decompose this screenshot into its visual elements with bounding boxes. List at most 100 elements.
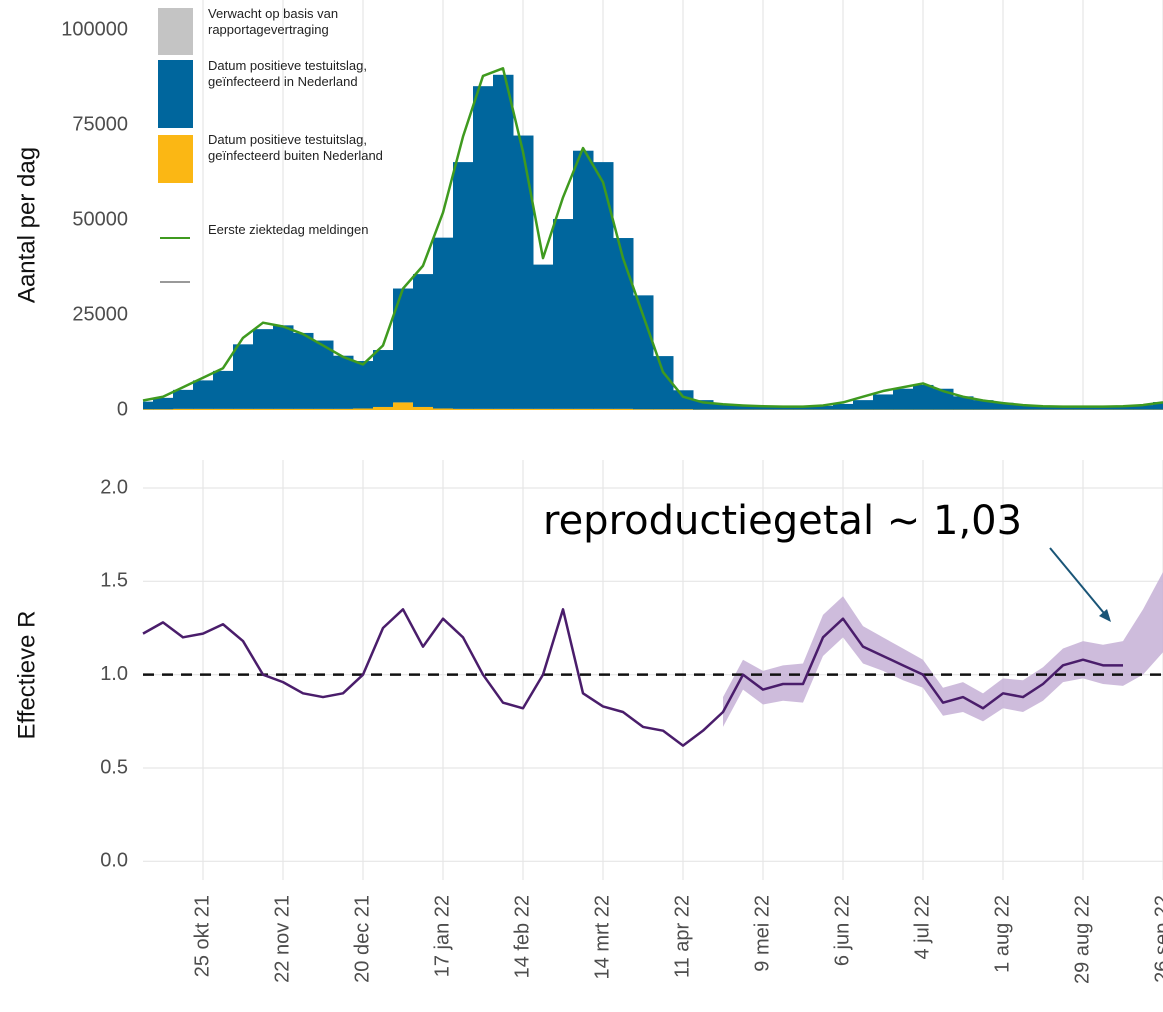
bar	[273, 408, 294, 410]
bar	[473, 86, 494, 409]
bar	[353, 361, 374, 409]
bar	[573, 408, 594, 410]
bar	[1073, 406, 1094, 410]
bar	[333, 408, 354, 410]
bar	[833, 403, 854, 410]
bar	[273, 325, 294, 409]
bar	[433, 237, 454, 409]
bar	[873, 394, 894, 410]
confidence-band	[723, 572, 1163, 727]
x-tick-label: 29 aug 22	[1071, 895, 1093, 984]
bar	[253, 408, 274, 410]
y-tick-label: 0	[117, 398, 128, 420]
legend-label: Eerste ziektedag meldingen	[208, 222, 369, 237]
bar	[153, 409, 174, 410]
bar	[1093, 406, 1114, 410]
bar	[313, 408, 334, 410]
bar	[653, 409, 674, 410]
bar	[953, 396, 974, 410]
legend-key	[158, 60, 193, 128]
bar	[633, 295, 654, 410]
bar	[513, 135, 534, 409]
bar	[253, 329, 274, 409]
bar	[1033, 405, 1054, 410]
x-tick-label: 14 mrt 22	[591, 895, 613, 979]
bar	[673, 409, 694, 410]
bar	[853, 400, 874, 410]
legend-label: Datum positieve testuitslag, geïnfecteer…	[208, 58, 367, 89]
x-tick-label: 6 jun 22	[831, 895, 853, 966]
bar	[973, 400, 994, 410]
bar	[313, 340, 334, 409]
y-axis-title: Effectieve R	[13, 611, 40, 740]
legend-key	[158, 135, 193, 183]
bar	[933, 388, 954, 410]
bar	[573, 150, 594, 409]
legend-key	[158, 8, 193, 55]
bar	[713, 403, 734, 410]
bar	[373, 406, 394, 410]
bar	[513, 408, 534, 410]
bar	[773, 406, 794, 410]
bar	[633, 409, 654, 410]
bar	[493, 408, 514, 410]
bar	[733, 405, 754, 410]
bar	[453, 408, 474, 410]
y-axis-title: Aantal per dag	[13, 147, 40, 303]
bar	[233, 344, 254, 409]
bar	[373, 350, 394, 407]
bar	[693, 400, 714, 410]
bar	[533, 408, 554, 410]
bar	[413, 406, 434, 410]
bar	[653, 356, 674, 410]
bar	[173, 389, 194, 409]
x-tick-label: 20 dec 21	[351, 895, 373, 983]
y-tick-label: 25000	[72, 303, 128, 325]
y-tick-label: 0.5	[100, 756, 128, 778]
bar	[493, 74, 514, 409]
bar	[1013, 404, 1034, 410]
x-tick-label: 4 jul 22	[911, 895, 933, 960]
bar	[353, 408, 374, 410]
y-tick-label: 1.5	[100, 570, 128, 592]
bar	[393, 402, 414, 410]
bar	[613, 238, 634, 409]
x-tick-label: 25 okt 21	[191, 895, 213, 977]
x-tick-label: 1 aug 22	[991, 895, 1013, 973]
y-tick-label: 1.0	[100, 663, 128, 685]
x-tick-label: 17 jan 22	[431, 895, 453, 977]
bar	[813, 405, 834, 410]
y-tick-label: 75000	[72, 114, 128, 136]
bar	[593, 162, 614, 409]
line	[142, 608, 1123, 747]
bar	[293, 408, 314, 410]
bar	[1053, 406, 1074, 410]
x-tick-label: 11 apr 22	[671, 895, 693, 978]
bar	[173, 408, 194, 410]
x-tick-label: 9 mei 22	[751, 895, 773, 972]
bar	[993, 402, 1014, 410]
legend-label: Verwacht op basis van rapportagevertragi…	[208, 6, 339, 37]
bar	[1153, 402, 1163, 410]
bar	[453, 162, 474, 409]
y-tick-label: 100000	[61, 19, 128, 41]
y-tick-label: 0.0	[100, 850, 128, 872]
x-tick-label: 22 nov 21	[271, 895, 293, 983]
bar	[753, 405, 774, 410]
x-tick-label: 14 feb 22	[511, 895, 533, 978]
bar	[893, 388, 914, 410]
bar	[793, 406, 814, 410]
bar	[613, 408, 634, 410]
bar	[593, 408, 614, 410]
line	[142, 67, 1163, 408]
bar	[473, 408, 494, 410]
annotation: reproductiegetal ~ 1,03	[543, 498, 1022, 544]
bar	[393, 288, 414, 403]
bar	[673, 390, 694, 410]
legend-label: Datum positieve testuitslag, geïnfecteer…	[208, 132, 383, 163]
bar	[413, 274, 434, 407]
bar	[1113, 406, 1134, 410]
annotation-arrow	[1049, 547, 1109, 619]
